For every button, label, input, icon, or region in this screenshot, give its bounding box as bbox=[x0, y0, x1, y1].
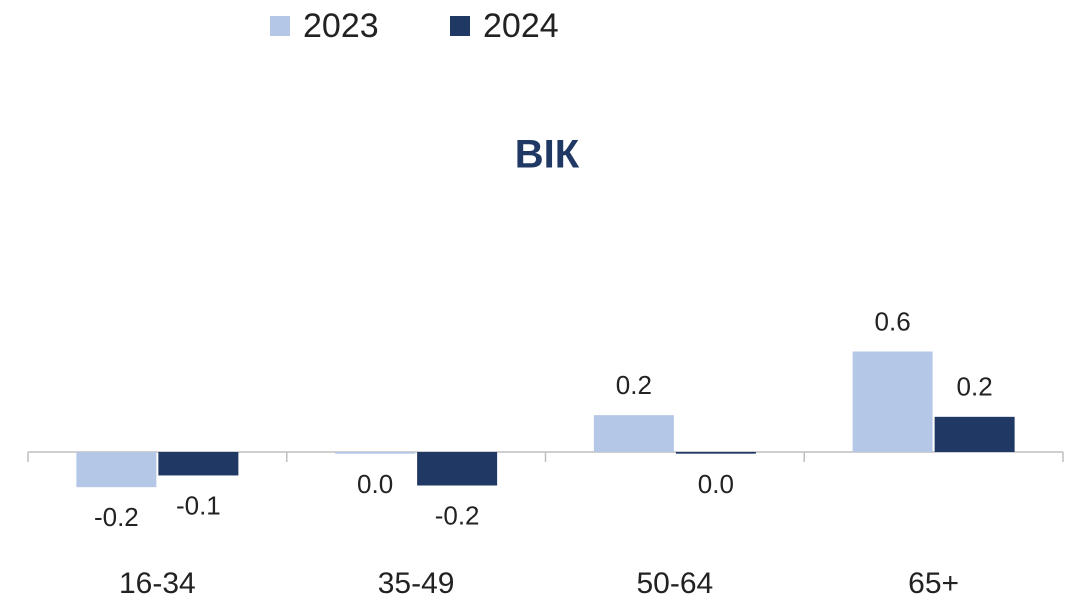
x-tick-label: 50-64 bbox=[637, 567, 714, 600]
x-tick-label: 35-49 bbox=[378, 567, 455, 600]
x-tick-label: 65+ bbox=[908, 567, 959, 600]
bar bbox=[76, 452, 157, 488]
bar bbox=[593, 415, 674, 452]
bar bbox=[675, 452, 756, 454]
data-label: 0.6 bbox=[875, 306, 911, 336]
data-label: -0.1 bbox=[176, 490, 221, 520]
bar bbox=[158, 452, 239, 476]
bar bbox=[417, 452, 498, 486]
data-label: -0.2 bbox=[94, 502, 139, 532]
chart-title: ВІК bbox=[515, 133, 580, 177]
data-label: 0.2 bbox=[616, 370, 652, 400]
legend-label: 2023 bbox=[303, 7, 379, 45]
legend-swatch bbox=[270, 16, 290, 36]
legend-label: 2024 bbox=[483, 7, 559, 45]
legend-swatch bbox=[450, 16, 470, 36]
bar bbox=[934, 416, 1015, 452]
data-label: 0.2 bbox=[957, 372, 993, 402]
data-label: 0.0 bbox=[357, 469, 393, 499]
x-tick-label: 16-34 bbox=[119, 567, 196, 600]
bar bbox=[335, 452, 416, 454]
bar bbox=[852, 351, 933, 452]
data-label: 0.0 bbox=[698, 469, 734, 499]
data-label: -0.2 bbox=[435, 500, 480, 530]
